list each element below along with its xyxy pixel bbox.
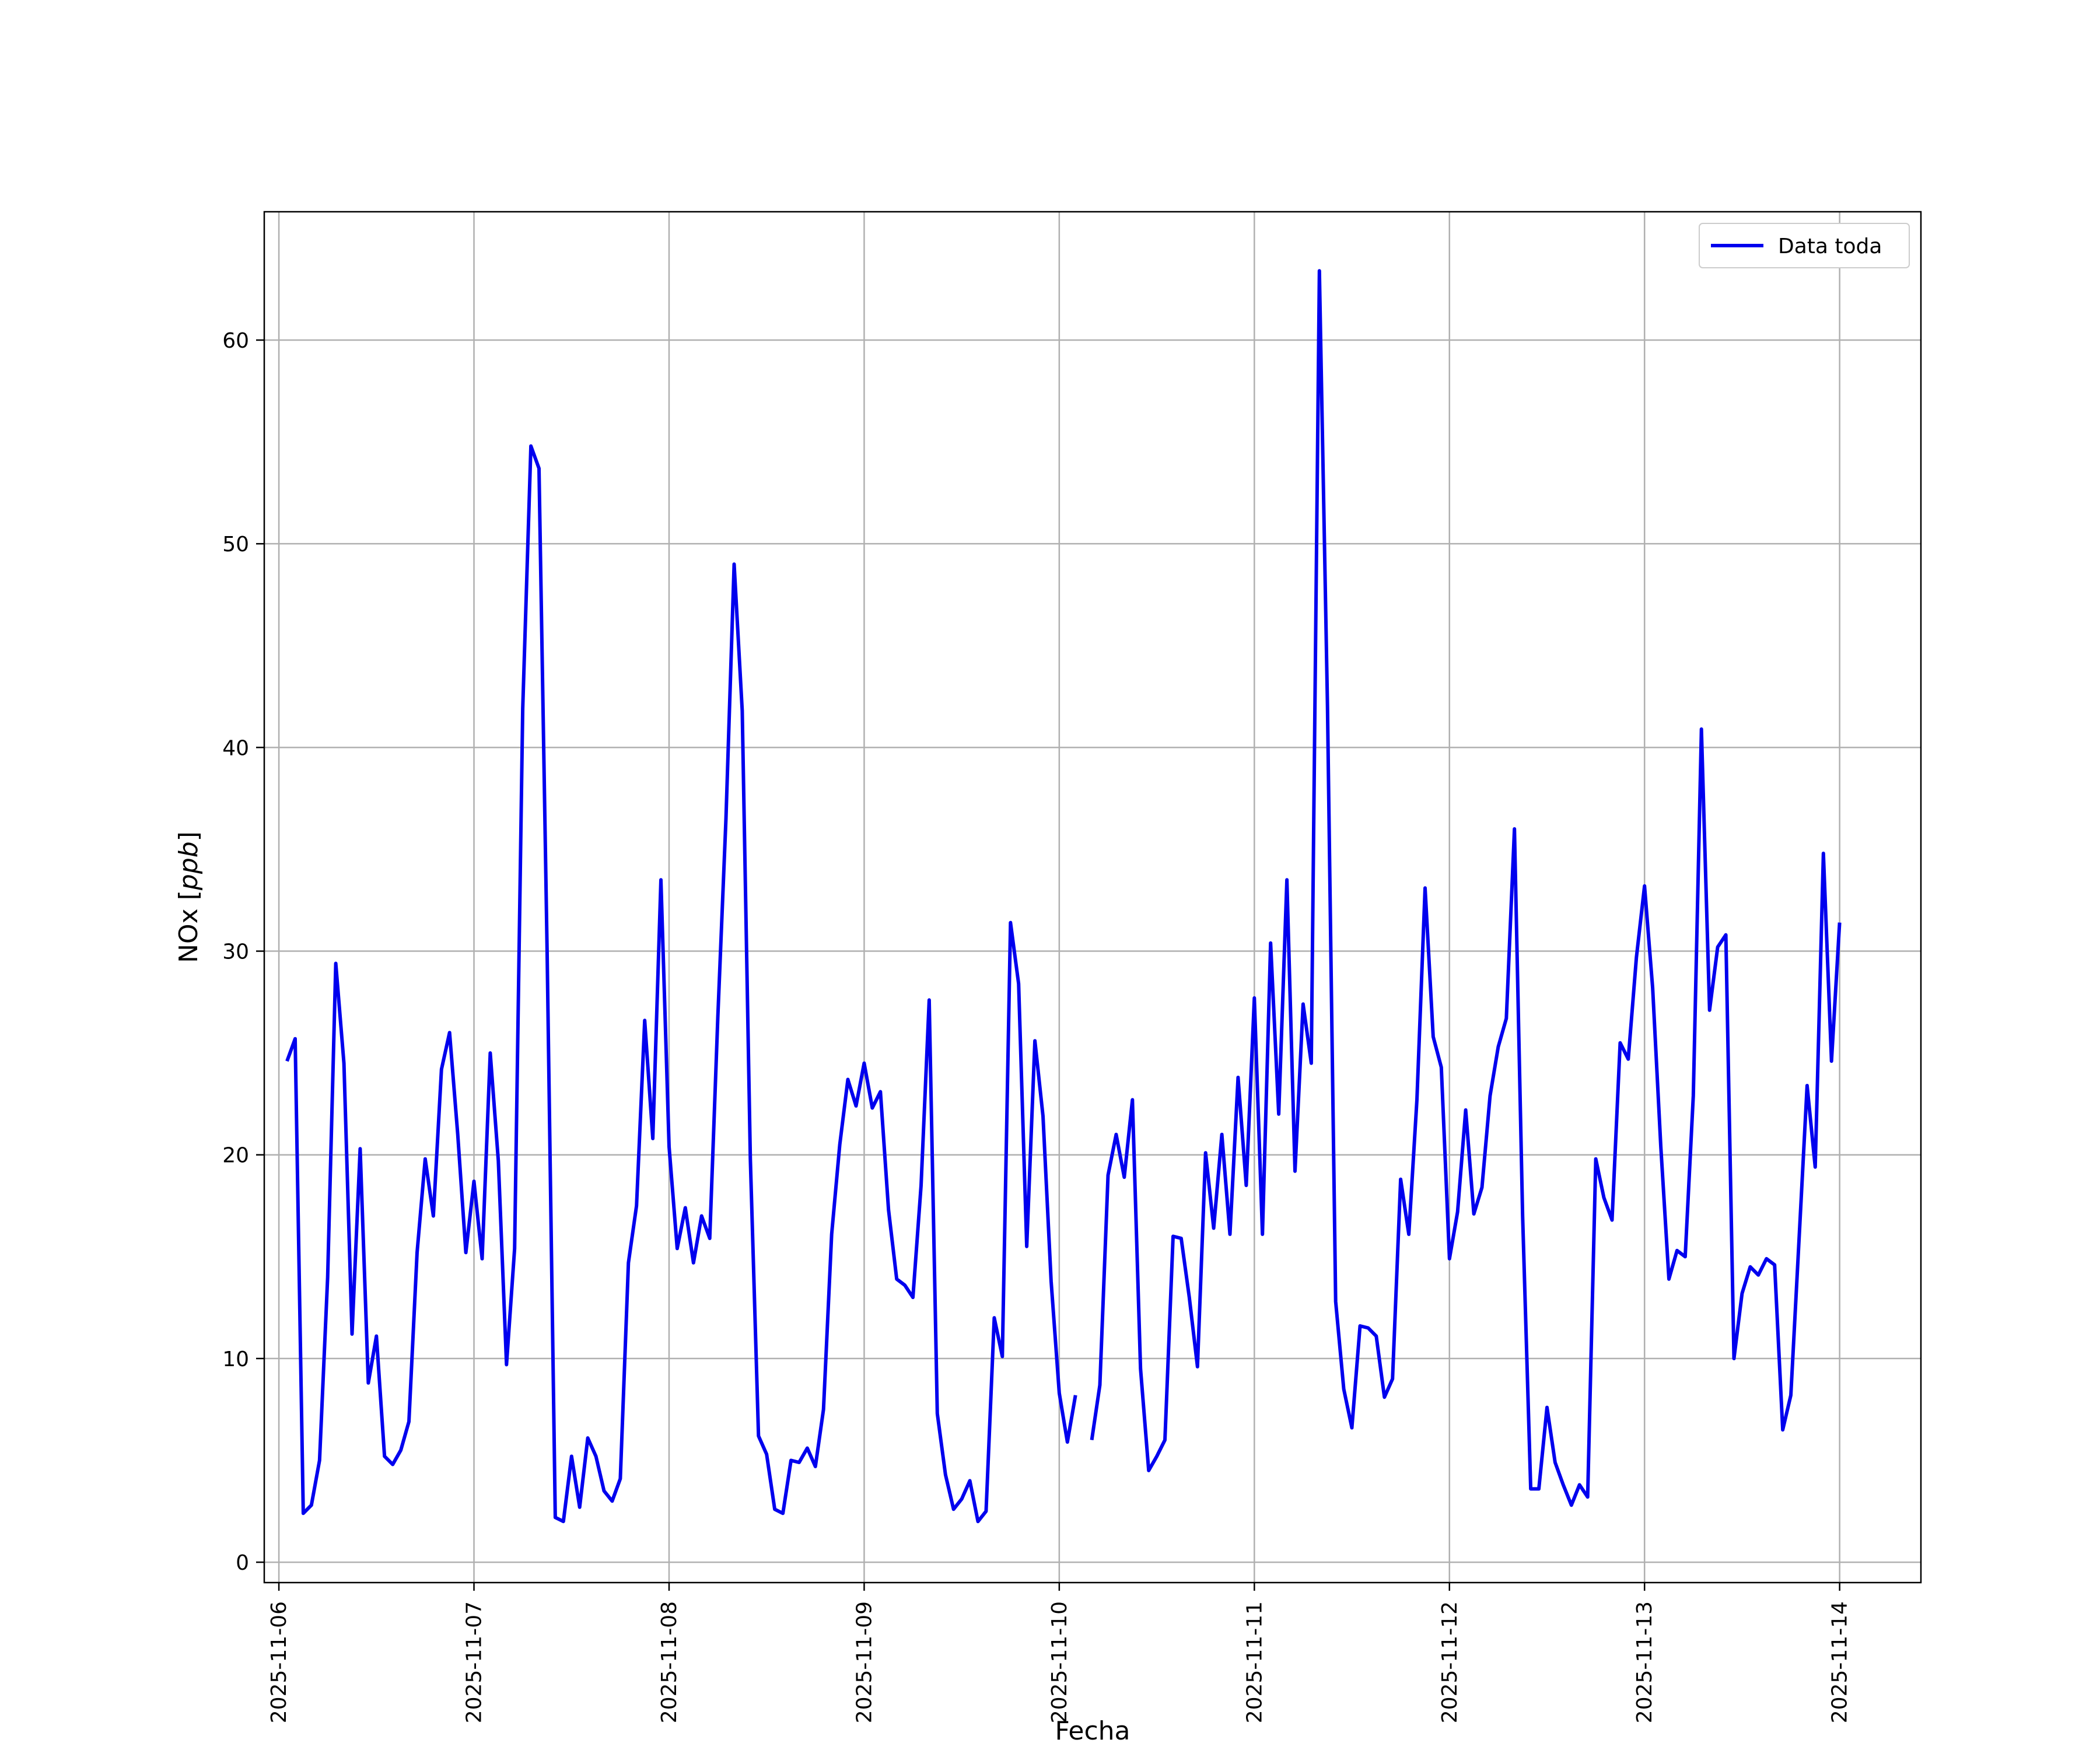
- x-tick-label: 2025-11-11: [1242, 1601, 1266, 1723]
- x-tick-label: 2025-11-14: [1828, 1601, 1852, 1723]
- x-axis-label: Fecha: [1055, 1716, 1130, 1746]
- grid-lines: [264, 212, 1921, 1583]
- legend: Data toda: [1699, 223, 1910, 268]
- series-layer: [285, 269, 1842, 1524]
- x-tick-label: 2025-11-09: [852, 1601, 876, 1723]
- y-axis-label-unit: ppb: [174, 841, 204, 891]
- y-axis-label-main: NOx: [174, 908, 204, 963]
- y-tick-label: 0: [236, 1551, 249, 1575]
- x-tick-label: 2025-11-13: [1633, 1601, 1657, 1723]
- y-tick-label: 10: [222, 1348, 249, 1371]
- x-tick-label: 2025-11-08: [657, 1601, 681, 1723]
- plot-frame: [263, 211, 1922, 1584]
- legend-box: [1699, 223, 1910, 268]
- x-tick-label: 2025-11-06: [267, 1601, 291, 1723]
- y-axis-label-bracket-close: ]: [174, 831, 204, 841]
- x-tick-label: 2025-11-12: [1438, 1601, 1462, 1723]
- x-tick-label: 2025-11-10: [1048, 1601, 1072, 1723]
- series-line-0: [285, 269, 1842, 1524]
- axis-ticks: 2025-11-06 2025-11-07 2025-11-08 2025-11-09…: [222, 329, 1852, 1723]
- legend-label: Data toda: [1778, 235, 1882, 258]
- y-axis-label: NOx [ppb]: [174, 831, 204, 963]
- y-tick-label: 50: [222, 533, 249, 556]
- y-axis-label-bracket-open: [: [174, 890, 204, 908]
- y-tick-label: 40: [222, 736, 249, 760]
- y-tick-label: 30: [222, 940, 249, 964]
- y-tick-label: 60: [222, 329, 249, 353]
- y-tick-label: 20: [222, 1144, 249, 1168]
- x-tick-label: 2025-11-07: [463, 1601, 487, 1723]
